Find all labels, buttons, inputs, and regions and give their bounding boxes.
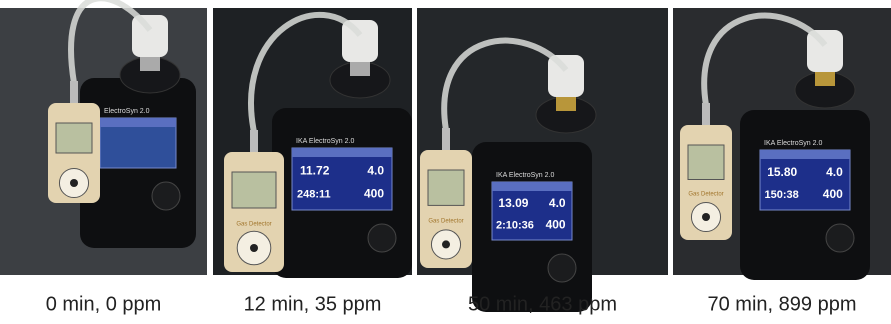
detector-screen (428, 170, 464, 205)
detector-nozzle (70, 81, 78, 103)
caption: 12 min, 35 ppm (244, 293, 382, 315)
detector-key (250, 244, 258, 252)
screen-header (492, 182, 572, 191)
screen-header (292, 148, 392, 157)
caption: 70 min, 899 ppm (708, 293, 857, 315)
screen-reading: 13.09 (498, 196, 528, 210)
photo: IKA ElectroSyn 2.0 13.09 4.0 2:10:36 400 Gas … (417, 8, 668, 312)
cell-cap (807, 30, 843, 72)
detector-label: Gas Detector (428, 218, 463, 224)
detector-label: Gas Detector (688, 192, 723, 198)
screen-reading: 150:38 (765, 189, 799, 201)
caption: 0 min, 0 ppm (46, 293, 162, 315)
device-knob (368, 224, 396, 252)
device-knob (152, 182, 180, 210)
cell-cap (132, 15, 168, 57)
cell-neck (556, 97, 576, 111)
screen-reading: 400 (823, 187, 843, 201)
screen-reading: 400 (364, 187, 384, 201)
screen-reading: 4.0 (367, 164, 384, 178)
photo: ElectroSyn 2.0 (0, 0, 207, 275)
screen-header (760, 150, 850, 159)
detector-screen (232, 172, 276, 208)
photo: IKA ElectroSyn 2.0 11.72 4.0 248:11 400 Gas D… (213, 8, 412, 278)
screen-header (100, 118, 176, 127)
screen-reading: 2:10:36 (496, 219, 534, 231)
detector-nozzle (702, 103, 710, 125)
detector-key (70, 179, 78, 187)
screen-reading: 11.72 (300, 164, 330, 178)
screen-reading: 400 (546, 218, 566, 232)
device-label: IKA ElectroSyn 2.0 (296, 138, 354, 145)
device-knob (548, 254, 576, 282)
detector-key (442, 240, 450, 248)
cell-neck (350, 62, 370, 76)
detector-nozzle (442, 128, 450, 150)
cell-neck (140, 57, 160, 71)
detector-key (702, 213, 710, 221)
photo: IKA ElectroSyn 2.0 15.80 4.0 150:38 400 Gas D… (673, 8, 891, 280)
device-screen (292, 148, 392, 210)
figure: ElectroSyn 2.0 0 min, 0 ppm IKA ElectroSyn… (0, 0, 891, 324)
detector-nozzle (250, 130, 258, 152)
detector-label: Gas Detector (236, 222, 271, 228)
page: ElectroSyn 2.0 0 min, 0 ppm IKA ElectroSyn… (0, 0, 891, 324)
device-label: IKA ElectroSyn 2.0 (764, 140, 822, 147)
detector-screen (688, 145, 724, 180)
device-label: ElectroSyn 2.0 (104, 108, 150, 115)
caption: 50 min, 463 ppm (468, 293, 617, 315)
detector-screen (56, 123, 92, 153)
device-label: IKA ElectroSyn 2.0 (496, 172, 554, 179)
screen-reading: 15.80 (767, 165, 797, 179)
cell-neck (815, 72, 835, 86)
screen-reading: 248:11 (297, 188, 331, 200)
device-knob (826, 224, 854, 252)
screen-reading: 4.0 (826, 165, 843, 179)
screen-reading: 4.0 (549, 196, 566, 210)
